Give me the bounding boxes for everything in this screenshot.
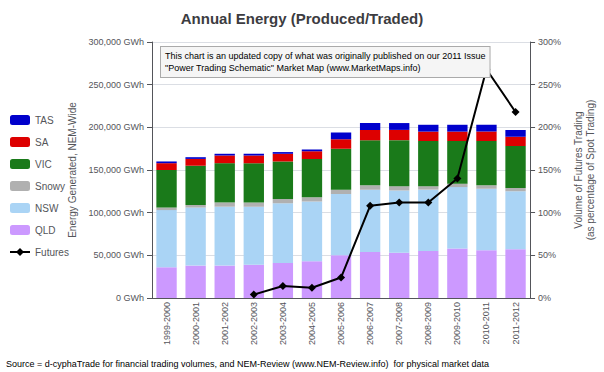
svg-text:150,000 GWh: 150,000 GWh: [88, 165, 144, 175]
svg-text:150%: 150%: [538, 165, 561, 175]
svg-text:Source = d-cyphaTrade for fina: Source = d-cyphaTrade for financial trad…: [6, 359, 489, 369]
svg-text:2001-2002: 2001-2002: [220, 302, 230, 345]
svg-text:0%: 0%: [538, 293, 551, 303]
svg-text:NSW: NSW: [35, 203, 59, 214]
svg-text:Energy Generated, NEM-Wide: Energy Generated, NEM-Wide: [67, 102, 78, 238]
svg-text:2010-2011: 2010-2011: [481, 302, 491, 344]
svg-text:"Power Trading Schematic" Mark: "Power Trading Schematic" Market Map (ww…: [165, 63, 420, 73]
svg-text:QLD: QLD: [35, 225, 56, 236]
svg-text:Futures: Futures: [35, 247, 69, 258]
svg-text:50,000 GWh: 50,000 GWh: [93, 250, 144, 260]
svg-text:100,000 GWh: 100,000 GWh: [88, 208, 144, 218]
svg-text:100%: 100%: [538, 208, 561, 218]
svg-text:50%: 50%: [538, 250, 556, 260]
svg-text:Snowy: Snowy: [35, 181, 65, 192]
svg-text:2003-2004: 2003-2004: [278, 302, 288, 345]
svg-text:(as percentage of Spot Trading: (as percentage of Spot Trading): [585, 100, 596, 241]
svg-text:200%: 200%: [538, 122, 561, 132]
svg-text:2009-2010: 2009-2010: [452, 302, 462, 345]
svg-text:Annual Energy (Produced/Traded: Annual Energy (Produced/Traded): [181, 10, 424, 27]
svg-text:2000-2001: 2000-2001: [191, 302, 201, 345]
svg-text:2006-2007: 2006-2007: [365, 302, 375, 345]
svg-text:250,000 GWh: 250,000 GWh: [88, 80, 144, 90]
svg-text:250%: 250%: [538, 80, 561, 90]
svg-text:1999-2000: 1999-2000: [162, 302, 172, 345]
svg-text:300%: 300%: [538, 37, 561, 47]
svg-text:2004-2005: 2004-2005: [307, 302, 317, 345]
svg-text:TAS: TAS: [35, 115, 54, 126]
svg-text:2002-2003: 2002-2003: [249, 302, 259, 345]
svg-text:2011-2012: 2011-2012: [511, 302, 521, 344]
svg-text:2008-2009: 2008-2009: [423, 302, 433, 345]
svg-text:200,000 GWh: 200,000 GWh: [88, 122, 144, 132]
svg-text:2007-2008: 2007-2008: [394, 302, 404, 345]
svg-text:SA: SA: [35, 137, 49, 148]
svg-text:300,000 GWh: 300,000 GWh: [88, 37, 144, 47]
svg-text:0 GWh: 0 GWh: [116, 293, 144, 303]
svg-text:2005-2006: 2005-2006: [336, 302, 346, 345]
svg-text:This chart is an updated copy: This chart is an updated copy of what wa…: [165, 51, 486, 61]
svg-text:VIC: VIC: [35, 159, 52, 170]
svg-text:Volume of Futures Trading: Volume of Futures Trading: [573, 111, 584, 228]
